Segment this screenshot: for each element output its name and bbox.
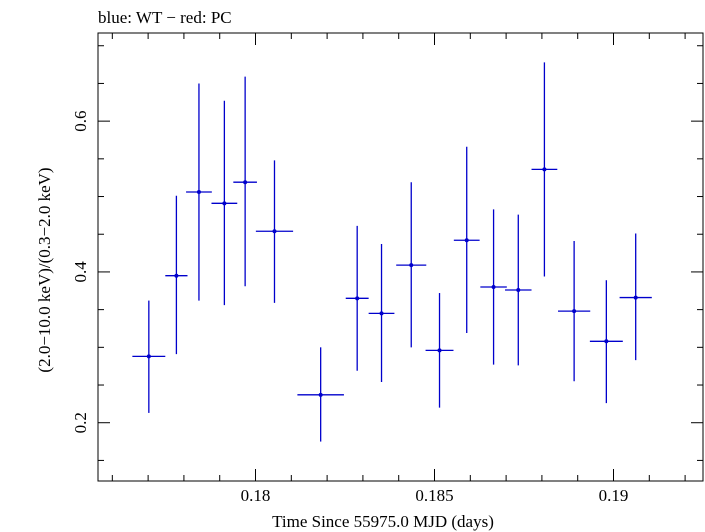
point-marker bbox=[516, 288, 521, 293]
data-point bbox=[396, 182, 427, 348]
point-marker bbox=[633, 295, 638, 300]
point-marker bbox=[409, 263, 414, 268]
point-marker bbox=[272, 229, 277, 234]
point-marker bbox=[572, 309, 577, 314]
data-point bbox=[589, 280, 623, 404]
x-ticks: 0.18 0.185 0.19 bbox=[111, 33, 686, 505]
point-marker bbox=[355, 296, 360, 301]
y-ticks: 0.2 0.4 0.6 bbox=[71, 45, 703, 461]
x-tick-label: 0.185 bbox=[415, 486, 453, 505]
y-tick-label: 0.4 bbox=[71, 261, 90, 283]
data-point bbox=[425, 293, 454, 408]
data-point bbox=[297, 347, 344, 442]
y-axis-label: (2.0−10.0 keV)/(0.3−2.0 keV) bbox=[35, 167, 54, 372]
point-marker bbox=[146, 354, 151, 359]
point-marker bbox=[196, 190, 201, 195]
data-point bbox=[345, 225, 369, 371]
data-point bbox=[558, 241, 591, 382]
data-point bbox=[132, 300, 166, 413]
data-point bbox=[255, 160, 294, 303]
data-point bbox=[453, 146, 480, 333]
data-point bbox=[531, 62, 558, 277]
data-points bbox=[132, 62, 652, 442]
y-tick-label: 0.2 bbox=[71, 412, 90, 433]
data-point bbox=[165, 195, 188, 355]
x-tick-label: 0.19 bbox=[599, 486, 629, 505]
point-marker bbox=[243, 180, 248, 185]
data-point bbox=[368, 244, 395, 383]
plot-frame bbox=[97, 32, 704, 482]
point-marker bbox=[318, 392, 323, 397]
data-point bbox=[233, 76, 257, 287]
plot-border bbox=[97, 32, 704, 482]
y-tick-label: 0.6 bbox=[71, 111, 90, 132]
x-axis-label: Time Since 55975.0 MJD (days) bbox=[272, 512, 494, 531]
data-point bbox=[480, 209, 507, 365]
data-point bbox=[505, 214, 532, 366]
point-marker bbox=[437, 348, 442, 353]
data-point bbox=[211, 100, 238, 306]
point-marker bbox=[542, 167, 547, 172]
point-marker bbox=[174, 273, 179, 278]
x-tick-label: 0.18 bbox=[241, 486, 271, 505]
point-marker bbox=[379, 311, 384, 316]
point-marker bbox=[604, 339, 609, 344]
chart-title: blue: WT − red: PC bbox=[98, 8, 232, 27]
point-marker bbox=[222, 201, 227, 206]
data-point bbox=[619, 233, 652, 361]
point-marker bbox=[464, 238, 469, 243]
data-point bbox=[186, 83, 212, 301]
point-marker bbox=[491, 285, 496, 290]
